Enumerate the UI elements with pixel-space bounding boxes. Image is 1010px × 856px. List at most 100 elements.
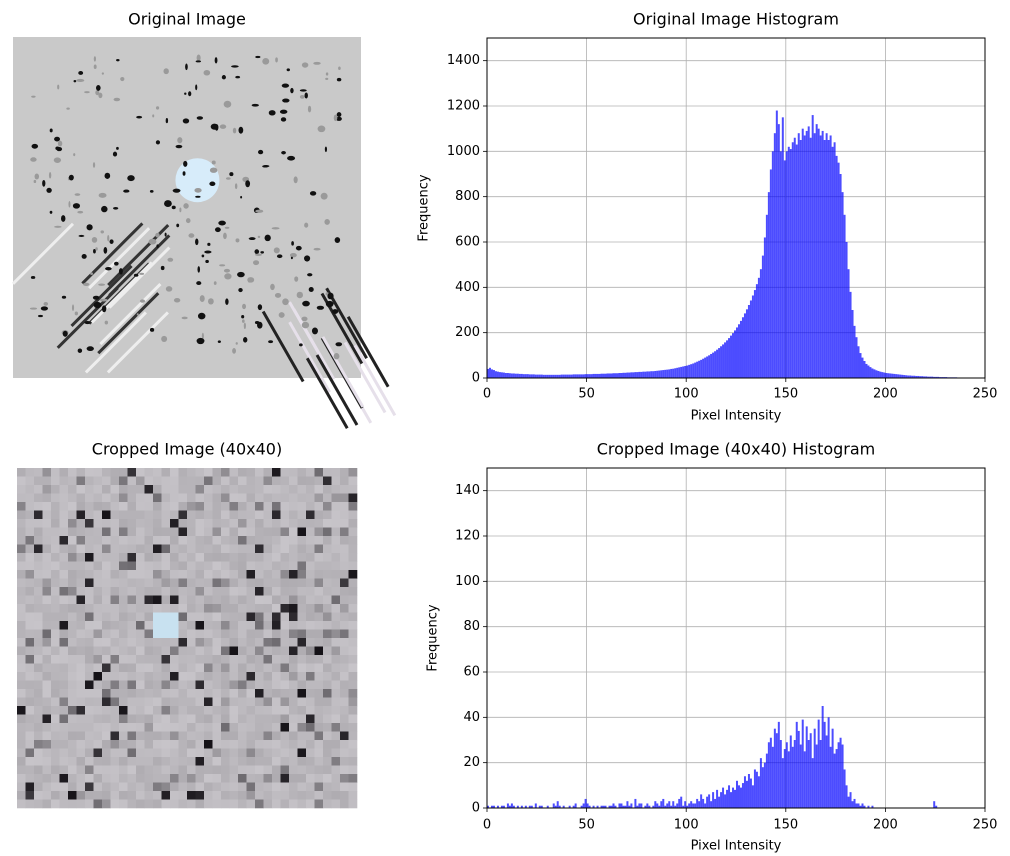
histogram-bar: [492, 805, 495, 808]
image-particle: [182, 171, 186, 176]
image-pixel: [229, 714, 239, 724]
y-axis-label: Frequency: [417, 174, 432, 241]
histogram-bar: [817, 128, 820, 378]
image-pixel: [280, 774, 290, 783]
image-pixel: [331, 570, 341, 579]
image-pixel: [51, 570, 60, 579]
image-pixel: [110, 680, 120, 690]
image-pixel: [102, 604, 111, 613]
image-pixel: [195, 799, 205, 809]
image-particle: [116, 58, 120, 62]
image-pixel: [306, 689, 315, 698]
image-pixel: [280, 706, 290, 715]
image-particle: [301, 316, 308, 322]
image-pixel: [102, 485, 111, 494]
histogram-bar: [612, 373, 615, 378]
image-pixel: [187, 714, 196, 724]
image-pixel: [85, 765, 94, 775]
image-pixel: [272, 595, 281, 605]
image-pixel: [238, 476, 247, 486]
image-particle: [40, 306, 49, 311]
image-pixel: [255, 604, 264, 613]
image-pixel: [289, 621, 298, 630]
image-pixel: [93, 536, 103, 545]
histogram-bar: [724, 794, 727, 808]
image-particle: [61, 295, 67, 299]
image-pixel: [102, 570, 111, 579]
histogram-bar: [706, 796, 709, 808]
image-pixel: [255, 510, 264, 520]
image-pixel: [204, 519, 213, 528]
image-pixel: [212, 519, 222, 528]
image-pixel: [136, 536, 145, 545]
image-pixel: [323, 680, 332, 690]
image-particle: [281, 150, 286, 155]
image-pixel: [306, 799, 315, 809]
image-pixel: [34, 570, 43, 579]
histogram-bar: [859, 353, 862, 378]
histogram-bar: [871, 368, 874, 378]
image-pixel: [255, 740, 264, 749]
image-particle: [290, 256, 293, 260]
image-particle: [84, 91, 90, 94]
image-pixel: [323, 561, 332, 571]
image-pixel: [246, 604, 256, 613]
image-pixel: [68, 502, 77, 511]
image-pixel: [306, 740, 315, 749]
image-pixel: [42, 485, 52, 494]
image-pixel: [161, 748, 171, 758]
image-pixel: [34, 638, 43, 647]
image-pixel: [331, 553, 341, 562]
histogram-bar: [728, 338, 731, 378]
image-pixel: [340, 578, 349, 588]
image-pixel: [144, 791, 154, 800]
image-pixel: [34, 680, 43, 690]
y-tick-label: 40: [463, 710, 480, 725]
image-pixel: [314, 697, 324, 707]
image-pixel: [289, 519, 298, 528]
histogram-bar: [512, 373, 515, 378]
image-particle: [74, 193, 81, 196]
image-particle: [183, 203, 189, 209]
histogram-bar: [708, 355, 711, 378]
histogram-bar: [648, 805, 651, 808]
histogram-bar: [530, 374, 533, 378]
histogram-bar: [863, 361, 866, 378]
image-streak: [325, 287, 368, 359]
image-pixel: [331, 621, 341, 630]
histogram-bar: [819, 135, 822, 378]
histogram-bar: [596, 805, 599, 808]
image-pixel: [127, 655, 137, 664]
image-pixel: [187, 706, 196, 715]
image-pixel: [331, 765, 341, 775]
image-pixel: [340, 493, 349, 503]
image-particle: [304, 255, 311, 262]
image-pixel: [76, 510, 86, 520]
image-pixel: [93, 663, 103, 673]
image-pixel: [212, 485, 222, 494]
image-pixel: [59, 604, 69, 613]
image-pixel: [238, 578, 247, 588]
histogram-bar: [688, 803, 691, 808]
histogram-bar: [887, 373, 890, 378]
histogram-bar: [600, 373, 603, 378]
image-particle: [73, 153, 76, 157]
image-pixel: [68, 663, 77, 673]
image-particle: [55, 146, 60, 151]
image-pixel: [195, 629, 205, 639]
histogram-bar: [678, 798, 681, 808]
image-pixel: [25, 502, 35, 511]
image-pixel: [255, 553, 264, 562]
image-pixel: [238, 612, 247, 622]
image-pixel: [76, 578, 86, 588]
image-particle: [294, 276, 299, 282]
image-pixel: [221, 782, 230, 792]
histogram-bar: [791, 142, 794, 378]
histogram-bar: [765, 753, 768, 808]
image-pixel: [144, 706, 154, 715]
histogram-bar: [538, 374, 541, 378]
image-pixel: [238, 510, 247, 520]
image-pixel: [297, 672, 307, 681]
image-pixel: [127, 476, 137, 486]
image-pixel: [85, 595, 94, 605]
